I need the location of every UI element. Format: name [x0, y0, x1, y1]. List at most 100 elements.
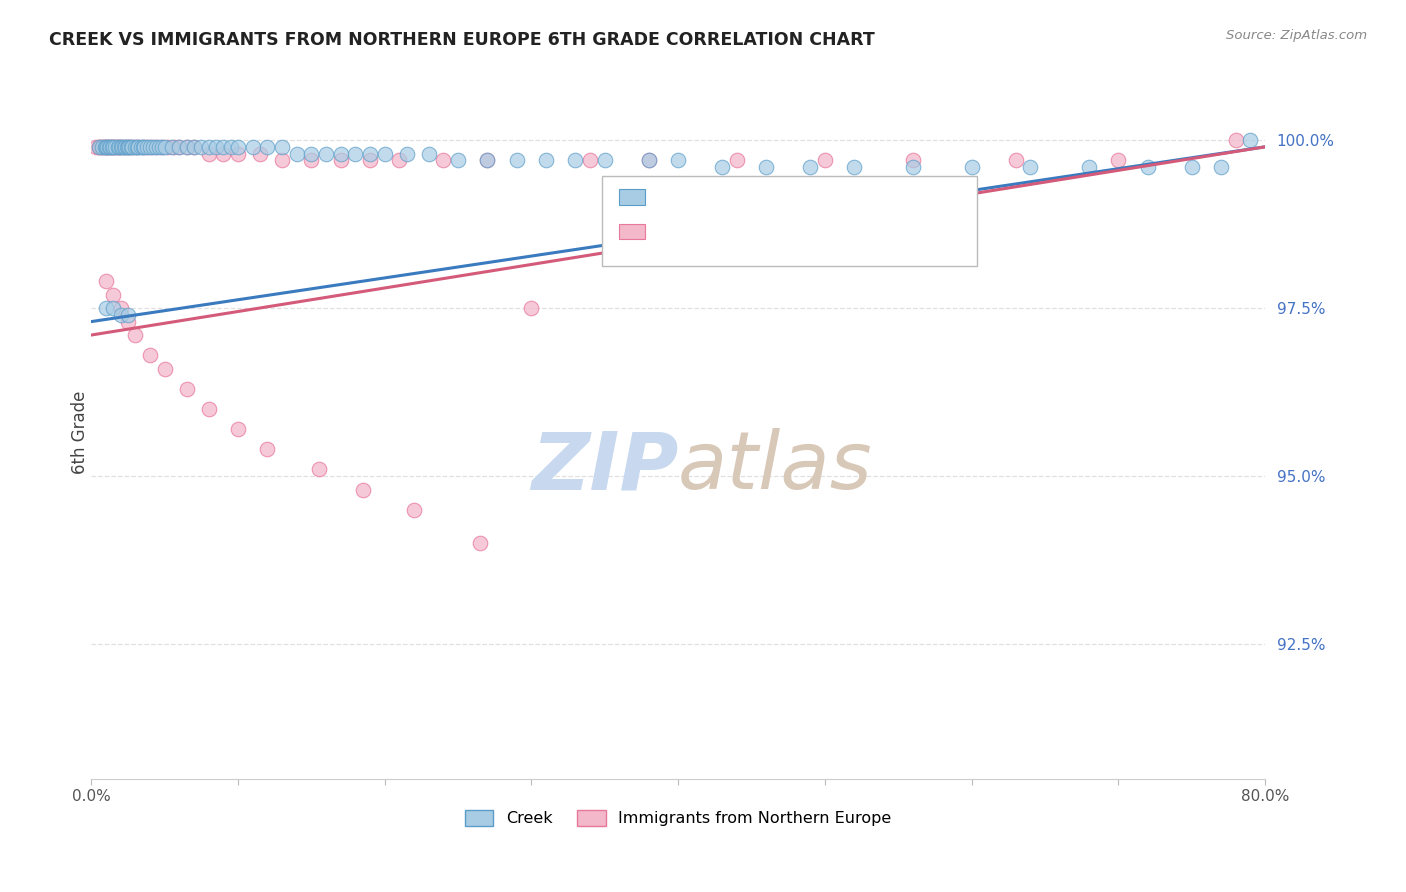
Point — [103, 287, 125, 301]
Point — [960, 160, 983, 174]
Point — [197, 146, 219, 161]
Point — [666, 153, 689, 168]
Point — [844, 160, 866, 174]
Point — [212, 140, 235, 154]
Point — [105, 140, 128, 154]
Point — [190, 140, 212, 154]
Point — [121, 140, 143, 154]
Point — [176, 140, 198, 154]
Point — [84, 140, 107, 154]
Point — [329, 153, 352, 168]
Point — [110, 140, 132, 154]
Point — [101, 140, 124, 154]
Point — [150, 140, 173, 154]
Point — [160, 140, 183, 154]
Point — [1225, 133, 1247, 147]
Point — [153, 361, 176, 376]
Point — [197, 401, 219, 416]
Point — [1209, 160, 1232, 174]
Point — [118, 140, 141, 154]
Point — [115, 140, 138, 154]
Point — [169, 140, 191, 154]
Point — [145, 140, 167, 154]
Point — [93, 140, 115, 154]
Point — [579, 153, 602, 168]
Point — [564, 153, 586, 168]
Point — [125, 140, 148, 154]
Point — [468, 536, 491, 550]
Point — [139, 140, 162, 154]
Point — [395, 146, 418, 161]
Point — [1239, 133, 1261, 147]
Point — [124, 140, 146, 154]
Point — [107, 140, 129, 154]
Point — [110, 308, 132, 322]
Point — [93, 140, 115, 154]
Point — [115, 140, 138, 154]
Point — [118, 140, 141, 154]
Point — [359, 153, 381, 168]
Point — [107, 140, 129, 154]
Point — [242, 140, 264, 154]
Point — [755, 160, 778, 174]
Point — [534, 153, 557, 168]
Point — [111, 140, 134, 154]
Point — [94, 140, 117, 154]
Point — [725, 153, 748, 168]
Point — [637, 153, 659, 168]
Point — [156, 140, 179, 154]
Point — [404, 502, 426, 516]
Point — [315, 146, 337, 161]
Point — [1181, 160, 1204, 174]
Point — [477, 153, 499, 168]
Point — [103, 301, 125, 315]
Point — [249, 146, 271, 161]
Point — [127, 140, 149, 154]
Point — [799, 160, 821, 174]
Point — [299, 146, 322, 161]
Point — [94, 140, 117, 154]
Point — [901, 160, 924, 174]
Point — [136, 140, 159, 154]
Text: ZIP: ZIP — [531, 428, 678, 506]
Text: R = 0.298  N = 80: R = 0.298 N = 80 — [659, 188, 824, 206]
Point — [136, 140, 159, 154]
Point — [344, 146, 367, 161]
Point — [100, 140, 122, 154]
Point — [197, 140, 219, 154]
Point — [97, 140, 120, 154]
Point — [110, 140, 132, 154]
Point — [169, 140, 191, 154]
Point — [183, 140, 205, 154]
Legend: Creek, Immigrants from Northern Europe: Creek, Immigrants from Northern Europe — [458, 804, 898, 833]
Point — [271, 140, 294, 154]
Point — [374, 146, 396, 161]
Point — [104, 140, 127, 154]
Point — [101, 140, 124, 154]
Point — [447, 153, 470, 168]
Text: Source: ZipAtlas.com: Source: ZipAtlas.com — [1226, 29, 1367, 42]
Point — [1077, 160, 1099, 174]
Point — [1107, 153, 1129, 168]
Point — [108, 140, 131, 154]
Text: CREEK VS IMMIGRANTS FROM NORTHERN EUROPE 6TH GRADE CORRELATION CHART: CREEK VS IMMIGRANTS FROM NORTHERN EUROPE… — [49, 31, 875, 49]
Point — [153, 140, 176, 154]
Point — [352, 483, 374, 497]
Y-axis label: 6th Grade: 6th Grade — [72, 391, 89, 475]
Point — [148, 140, 170, 154]
FancyBboxPatch shape — [602, 177, 977, 267]
Point — [134, 140, 156, 154]
Point — [520, 301, 543, 315]
Point — [104, 140, 127, 154]
Point — [219, 140, 242, 154]
Point — [139, 348, 162, 362]
Point — [117, 315, 139, 329]
Point — [901, 153, 924, 168]
Point — [162, 140, 184, 154]
Point — [87, 140, 110, 154]
Point — [110, 301, 132, 315]
Point — [145, 140, 167, 154]
Point — [96, 140, 118, 154]
Point — [103, 140, 125, 154]
Point — [150, 140, 173, 154]
